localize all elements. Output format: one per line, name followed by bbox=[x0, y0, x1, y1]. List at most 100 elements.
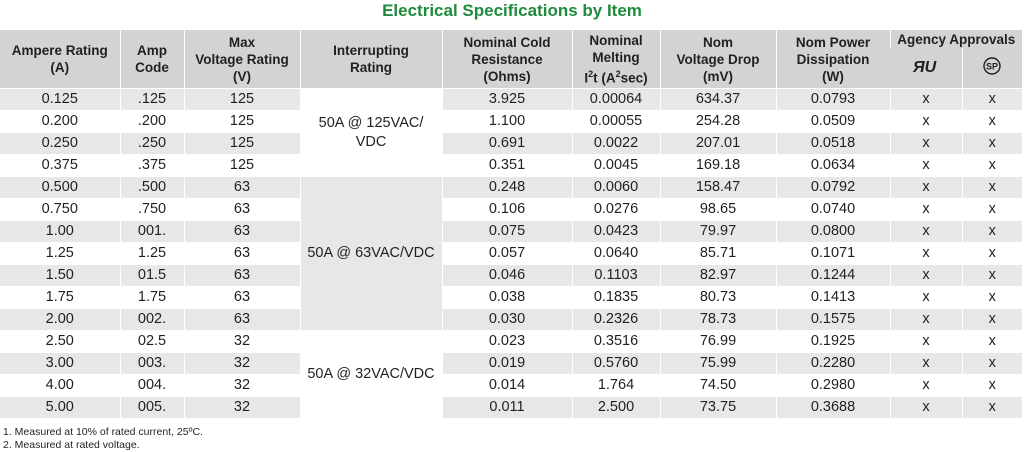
cell-ampere-rating: 3.00 bbox=[0, 352, 120, 375]
cell-csa-approval: x bbox=[961, 154, 1023, 177]
cell-melting: 0.5760 bbox=[571, 352, 660, 375]
cell-amp-code: 1.75 bbox=[119, 286, 184, 309]
cell-max-voltage: 63 bbox=[183, 198, 300, 221]
cell-melting: 0.1103 bbox=[571, 264, 660, 287]
cell-max-voltage: 32 bbox=[183, 352, 300, 375]
header-cold-resistance: Nominal Cold Resistance (Ohms) bbox=[441, 30, 572, 89]
cell-power-dissipation: 0.1071 bbox=[775, 242, 890, 265]
cell-amp-code: .375 bbox=[119, 154, 184, 177]
ul-recognized-icon: ЯU bbox=[911, 56, 941, 76]
cell-csa-approval: x bbox=[961, 374, 1023, 397]
cell-interrupting-rating: 50A @ 125VAC/VDC bbox=[299, 88, 442, 177]
cell-ul-approval: x bbox=[889, 286, 962, 309]
cell-ampere-rating: 1.75 bbox=[0, 286, 120, 309]
cell-amp-code: 002. bbox=[119, 308, 184, 331]
cell-voltage-drop: 158.47 bbox=[659, 176, 776, 199]
cell-max-voltage: 63 bbox=[183, 220, 300, 243]
cell-max-voltage: 125 bbox=[183, 88, 300, 111]
cell-power-dissipation: 0.0793 bbox=[775, 88, 890, 111]
header-melting: Nominal Melting I2t (A2sec) bbox=[571, 30, 660, 89]
cell-max-voltage: 125 bbox=[183, 132, 300, 155]
cell-power-dissipation: 0.0509 bbox=[775, 110, 890, 133]
cell-ul-approval: x bbox=[889, 352, 962, 375]
cell-power-dissipation: 0.0792 bbox=[775, 176, 890, 199]
cell-csa-approval: x bbox=[961, 220, 1023, 243]
specifications-table: Ampere Rating (A) Amp Code Max Voltage Rati… bbox=[0, 30, 1023, 418]
cell-csa-approval: x bbox=[961, 330, 1023, 353]
cell-melting: 0.0423 bbox=[571, 220, 660, 243]
interrupting-line: VDC bbox=[355, 133, 387, 150]
cell-melting: 0.0276 bbox=[571, 198, 660, 221]
cell-ampere-rating: 0.250 bbox=[0, 132, 120, 155]
cell-voltage-drop: 78.73 bbox=[659, 308, 776, 331]
cell-ul-approval: x bbox=[889, 198, 962, 221]
svg-text:ЯU: ЯU bbox=[912, 59, 937, 76]
cell-power-dissipation: 0.1925 bbox=[775, 330, 890, 353]
cell-melting: 0.00055 bbox=[571, 110, 660, 133]
cell-max-voltage: 125 bbox=[183, 154, 300, 177]
header-max-voltage: Max Voltage Rating (V) bbox=[183, 30, 300, 89]
header-row: Ampere Rating (A) Amp Code Max Voltage Rati… bbox=[0, 30, 1023, 89]
cell-csa-approval: x bbox=[961, 308, 1023, 331]
cell-power-dissipation: 0.2980 bbox=[775, 374, 890, 397]
cell-cold-resistance: 0.057 bbox=[441, 242, 572, 265]
cell-csa-approval: x bbox=[961, 88, 1023, 111]
cell-amp-code: 1.25 bbox=[119, 242, 184, 265]
cell-max-voltage: 63 bbox=[183, 286, 300, 309]
cell-power-dissipation: 0.3688 bbox=[775, 396, 890, 418]
cell-max-voltage: 125 bbox=[183, 110, 300, 133]
cell-melting: 0.0640 bbox=[571, 242, 660, 265]
cell-cold-resistance: 0.351 bbox=[441, 154, 572, 177]
cell-csa-approval: x bbox=[961, 242, 1023, 265]
table-row: 1.25 1.25 63 0.057 0.0640 85.71 0.1071 x x bbox=[0, 242, 1023, 265]
cell-voltage-drop: 82.97 bbox=[659, 264, 776, 287]
cell-csa-approval: x bbox=[961, 110, 1023, 133]
cell-voltage-drop: 169.18 bbox=[659, 154, 776, 177]
cell-voltage-drop: 85.71 bbox=[659, 242, 776, 265]
cell-melting: 0.0045 bbox=[571, 154, 660, 177]
cell-power-dissipation: 0.1575 bbox=[775, 308, 890, 331]
footnote-2: 2. Measured at rated voltage. bbox=[3, 439, 140, 451]
cell-cold-resistance: 0.023 bbox=[441, 330, 572, 353]
cell-melting: 0.00064 bbox=[571, 88, 660, 111]
cell-max-voltage: 63 bbox=[183, 242, 300, 265]
cell-max-voltage: 63 bbox=[183, 308, 300, 331]
cell-ampere-rating: 2.00 bbox=[0, 308, 120, 331]
cell-cold-resistance: 3.925 bbox=[441, 88, 572, 111]
cell-power-dissipation: 0.0740 bbox=[775, 198, 890, 221]
cell-amp-code: 01.5 bbox=[119, 264, 184, 287]
cell-ul-approval: x bbox=[889, 220, 962, 243]
cell-amp-code: 004. bbox=[119, 374, 184, 397]
footnote-1: 1. Measured at 10% of rated current, 25º… bbox=[3, 426, 203, 438]
table-row: 1.75 1.75 63 0.038 0.1835 80.73 0.1413 x x bbox=[0, 286, 1023, 309]
cell-melting: 0.1835 bbox=[571, 286, 660, 309]
cell-max-voltage: 63 bbox=[183, 176, 300, 199]
cell-ampere-rating: 0.500 bbox=[0, 176, 120, 199]
cell-ul-approval: x bbox=[889, 154, 962, 177]
cell-max-voltage: 63 bbox=[183, 264, 300, 287]
cell-power-dissipation: 0.1244 bbox=[775, 264, 890, 287]
cell-amp-code: 02.5 bbox=[119, 330, 184, 353]
cell-ampere-rating: 5.00 bbox=[0, 396, 120, 418]
table-body: 0.125.125 125 50A @ 125VAC/VDC 3.925 0.00064… bbox=[0, 88, 1023, 418]
cell-ul-approval: x bbox=[889, 330, 962, 353]
cell-csa-approval: x bbox=[961, 396, 1023, 418]
csa-icon: SP bbox=[982, 56, 1002, 76]
cell-ul-approval: x bbox=[889, 132, 962, 155]
cell-max-voltage: 32 bbox=[183, 396, 300, 418]
table-row: 5.00 005. 32 0.011 2.500 73.75 0.3688 x x bbox=[0, 396, 1023, 418]
header-ul: ЯU bbox=[890, 48, 962, 89]
table-row: 4.00 004. 32 0.014 1.764 74.50 0.2980 x x bbox=[0, 374, 1023, 397]
table-row: 1.00 001. 63 0.075 0.0423 79.97 0.0800 x x bbox=[0, 220, 1023, 243]
cell-cold-resistance: 0.691 bbox=[441, 132, 572, 155]
cell-melting: 0.0022 bbox=[571, 132, 660, 155]
cell-power-dissipation: 0.2280 bbox=[775, 352, 890, 375]
cell-ul-approval: x bbox=[889, 110, 962, 133]
header-ampere-rating: Ampere Rating (A) bbox=[0, 30, 120, 89]
cell-voltage-drop: 79.97 bbox=[659, 220, 776, 243]
cell-power-dissipation: 0.0634 bbox=[775, 154, 890, 177]
header-interrupting-rating: Interrupting Rating bbox=[299, 30, 442, 89]
cell-melting: 2.500 bbox=[571, 396, 660, 418]
cell-voltage-drop: 634.37 bbox=[659, 88, 776, 111]
cell-ampere-rating: 1.25 bbox=[0, 242, 120, 265]
